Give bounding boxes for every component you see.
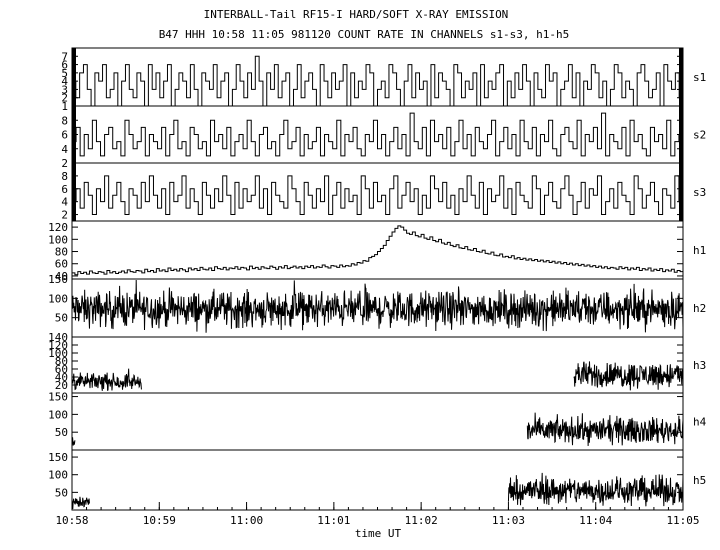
x-tick-label: 11:04 [579,514,612,527]
y-tick-label: 1 [61,100,68,113]
y-tick-label: 80 [55,246,68,259]
series-h5 [507,472,684,507]
y-tick-label: 120 [48,339,68,352]
series-s3 [72,175,683,216]
y-tick-label: 40 [55,371,68,384]
y-tick-label: 80 [55,355,68,368]
y-tick-label: 4 [61,75,68,88]
series-h3 [71,368,142,392]
y-tick-label: 4 [61,143,68,156]
y-tick-label: 7 [61,50,68,63]
channel-label: h4 [693,416,707,429]
y-tick-label: 6 [61,59,68,72]
series-h4 [526,412,684,446]
y-tick-label: 150 [48,451,68,464]
y-tick-label: 6 [61,183,68,196]
panel-edge-marker [679,48,683,106]
panel-frame [71,449,684,511]
x-tick-label: 11:02 [405,514,438,527]
panel-h5: 50 100 150 h5 [48,449,706,511]
y-tick-label: 120 [48,221,68,234]
y-tick-label: 2 [61,209,68,222]
panel-h2: 50 100 150 h2 [48,273,706,338]
channel-label: h1 [693,244,706,257]
series-h5 [71,496,90,510]
x-tick-label: 11:05 [666,514,699,527]
channel-label: h2 [693,302,706,315]
y-tick-label: 50 [55,312,68,325]
channel-label: s1 [693,71,706,84]
y-tick-label: 60 [55,363,68,376]
y-tick-label: 50 [55,486,68,499]
y-tick-label: 3 [61,83,68,96]
series-s1 [72,55,683,107]
y-tick-label: 2 [61,157,68,170]
x-tick-label: 11:03 [492,514,525,527]
series-h1 [72,225,683,276]
y-tick-label: 50 [55,426,68,439]
y-tick-label: 60 [55,258,68,271]
y-tick-label: 150 [48,273,68,286]
y-tick-label: 8 [61,114,68,127]
y-tick-label: 6 [61,129,68,142]
y-tick-label: 4 [61,196,68,209]
x-axis-label: time UT [355,527,402,540]
panel-frame [71,336,684,394]
x-axis: 10:58 10:59 11:00 11:01 11:02 11:03 11:04 11:05 [55,502,700,527]
panels-group: 1234567s12468s22468s3406080100120h150100… [48,47,707,511]
y-tick-label: 5 [61,67,68,80]
channel-label: h3 [693,359,706,372]
y-tick-label: 100 [48,408,68,421]
panel-edge-marker [72,163,76,221]
y-tick-label: 100 [48,469,68,482]
y-tick-label: 8 [61,170,68,183]
series-h3 [573,361,684,391]
panel-h4: 50 100 150 h4 [48,391,707,451]
panel-edge-marker [679,163,683,221]
y-tick-label: 40 [55,270,68,283]
y-tick-label: 20 [55,379,68,392]
panel-frame [71,392,684,451]
y-tick-label: 150 [48,391,68,404]
series-s2 [72,112,683,157]
y-tick-label: 100 [48,233,68,246]
x-tick-label: 10:58 [55,514,88,527]
chart-subtitle: B47 HHH 10:58 11:05 981120 COUNT RATE IN… [159,28,570,41]
channel-label: s2 [693,129,706,142]
y-tick-label: 2 [61,92,68,105]
y-tick-label: 100 [48,347,68,360]
series-h4 [71,437,76,446]
chart-title: INTERBALL-Tail RF15-I HARD/SOFT X-RAY EM… [204,8,509,21]
channel-label: s3 [693,186,706,199]
series-h2 [71,279,684,333]
channel-label: h5 [693,474,706,487]
y-tick-label: 100 [48,292,68,305]
x-tick-label: 11:01 [317,514,350,527]
x-tick-label: 11:00 [230,514,263,527]
panel-s2: 246 8 s2 [61,105,706,170]
x-tick-label: 10:59 [143,514,176,527]
y-tick-label: 140 [48,331,68,344]
panel-edge-marker [72,48,76,106]
